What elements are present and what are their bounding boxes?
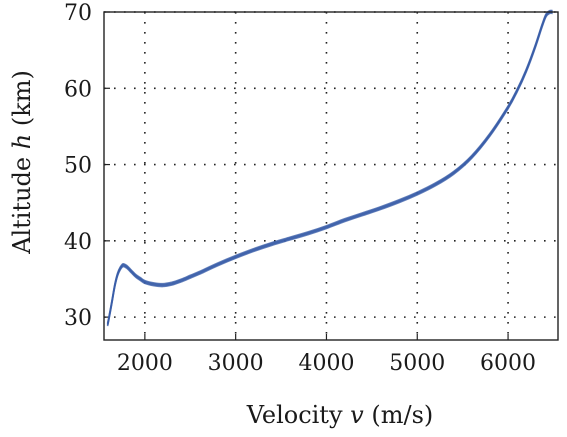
trajectory-line bbox=[106, 10, 553, 325]
y-axis-symbol: h bbox=[8, 134, 36, 149]
y-axis-label-text: Altitude bbox=[8, 157, 36, 255]
x-tick-labels: 2000 3000 4000 5000 6000 bbox=[117, 351, 536, 376]
x-tick-label: 6000 bbox=[480, 351, 536, 376]
x-axis-label-text: Velocity bbox=[246, 401, 343, 429]
y-tick-label: 70 bbox=[64, 1, 92, 26]
y-tick-label: 50 bbox=[64, 154, 92, 179]
x-axis-unit: (m/s) bbox=[371, 401, 433, 429]
y-tick-label: 60 bbox=[64, 77, 92, 102]
x-axis-label: Velocity v (m/s) bbox=[246, 401, 434, 429]
y-axis-unit: (km) bbox=[8, 70, 36, 126]
trajectory-line bbox=[106, 9, 553, 324]
y-tick-labels: 30 40 50 60 70 bbox=[64, 1, 92, 331]
x-tick-label: 5000 bbox=[389, 351, 445, 376]
grid bbox=[104, 11, 558, 340]
trajectory-line bbox=[106, 12, 553, 327]
x-tick-label: 4000 bbox=[298, 351, 354, 376]
trajectory-line bbox=[106, 10, 553, 325]
plot-frame bbox=[103, 11, 559, 341]
trajectory-line bbox=[106, 11, 553, 326]
series-band bbox=[106, 9, 553, 327]
y-tick-label: 40 bbox=[64, 230, 92, 255]
x-tick-label: 3000 bbox=[208, 351, 264, 376]
y-axis-label: Altitude h (km) bbox=[8, 70, 36, 255]
x-axis-symbol: v bbox=[350, 401, 364, 429]
y-tick-label: 30 bbox=[64, 306, 92, 331]
x-tick-label: 2000 bbox=[117, 351, 173, 376]
